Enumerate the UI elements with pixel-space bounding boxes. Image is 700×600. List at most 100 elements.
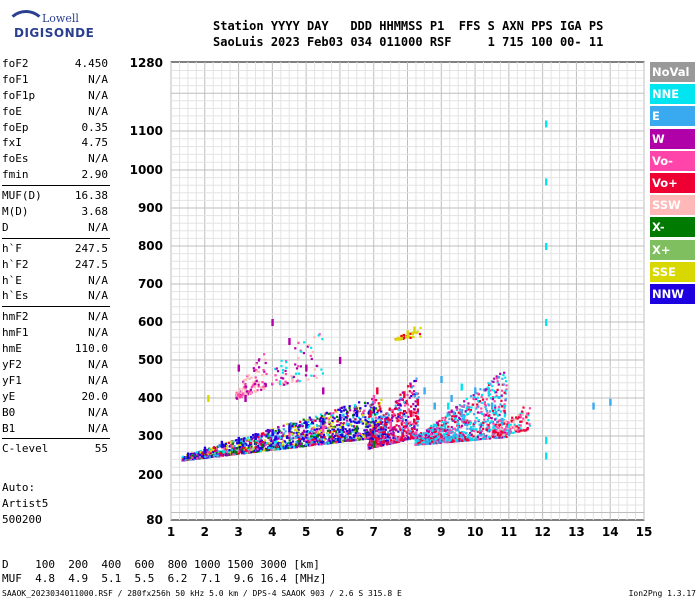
trace-point — [417, 442, 420, 445]
x-tick-label: 9 — [437, 525, 445, 539]
trace-point — [407, 429, 410, 432]
trace-point — [280, 376, 283, 380]
param-row: B1 N/A — [2, 421, 110, 437]
trace-point — [370, 444, 373, 447]
trace-point — [329, 412, 332, 415]
trace-point — [500, 425, 503, 428]
trace-point — [266, 434, 270, 438]
trace-point — [414, 411, 417, 415]
trace-point — [444, 429, 447, 432]
trace-point — [242, 379, 245, 382]
trace-point — [492, 433, 495, 437]
trace-point — [295, 367, 299, 370]
trace-point — [354, 421, 357, 424]
trace-point — [395, 407, 398, 410]
trace-point — [309, 354, 312, 357]
trace-point — [408, 410, 411, 413]
logo-arc-icon — [6, 10, 46, 46]
trace-point — [349, 432, 352, 435]
trace-point — [484, 420, 487, 423]
trace-point — [480, 410, 483, 414]
trace-point — [300, 433, 303, 436]
trace-point — [368, 435, 371, 438]
trace-point — [254, 439, 258, 442]
trace-point — [290, 431, 293, 434]
trace-point — [503, 371, 506, 374]
trace-point — [310, 432, 313, 435]
trace-point — [441, 416, 444, 420]
trace-point — [315, 376, 318, 379]
trace-point — [257, 381, 260, 384]
trace-point — [276, 435, 279, 438]
trace-point — [489, 397, 492, 400]
trace-point — [373, 427, 376, 430]
trace-point — [426, 438, 429, 441]
series-point — [338, 357, 342, 364]
trace-point — [435, 433, 439, 436]
trace-point — [393, 435, 397, 438]
trace-point — [476, 396, 479, 399]
trace-point — [493, 389, 496, 393]
trace-point — [338, 423, 341, 427]
trace-point — [352, 420, 355, 423]
series-point — [545, 319, 548, 326]
trace-point — [455, 433, 458, 437]
trace-point — [521, 413, 524, 416]
trace-point — [385, 416, 388, 420]
trace-point — [490, 417, 493, 420]
trace-point — [309, 437, 312, 441]
trace-point — [289, 443, 292, 446]
trace-point — [333, 434, 336, 438]
trace-point — [387, 442, 390, 445]
trace-point — [359, 434, 363, 438]
trace-point — [442, 439, 445, 442]
trace-point — [252, 433, 255, 437]
trace-point — [215, 451, 218, 454]
trace-point — [354, 427, 357, 430]
trace-point — [379, 415, 382, 418]
trace-point — [236, 393, 240, 396]
trace-point — [284, 430, 287, 433]
trace-point — [215, 450, 218, 453]
param-value: N/A — [88, 310, 108, 324]
auto-scaling-info: Auto: Artist5 500200 — [2, 480, 48, 528]
trace-point — [488, 421, 492, 425]
trace-point — [450, 435, 453, 439]
trace-point — [231, 442, 234, 445]
trace-point — [244, 385, 248, 388]
trace-point — [301, 431, 304, 434]
trace-point — [415, 377, 418, 380]
trace-point — [384, 436, 387, 439]
trace-point — [347, 424, 350, 427]
trace-point — [331, 432, 334, 435]
trace-point — [311, 420, 314, 423]
param-row: h`F2 247.5 — [2, 257, 110, 273]
trace-point — [496, 433, 499, 437]
trace-point — [243, 447, 246, 450]
trace-point — [500, 430, 503, 433]
trace-point — [466, 419, 469, 422]
trace-point — [405, 434, 408, 437]
trace-point — [493, 396, 496, 399]
trace-point — [501, 377, 504, 380]
trace-point — [336, 433, 339, 436]
trace-point — [472, 427, 475, 430]
trace-point — [364, 433, 368, 436]
trace-point — [379, 419, 383, 422]
trace-point — [264, 361, 267, 365]
trace-point — [325, 417, 328, 420]
trace-point — [265, 435, 268, 438]
trace-point — [212, 450, 215, 454]
trace-point — [503, 435, 506, 438]
x-tick-label: 14 — [602, 525, 619, 539]
trace-point — [265, 372, 268, 376]
trace-point — [445, 422, 448, 425]
trace-point — [489, 383, 492, 386]
trace-point — [335, 424, 339, 427]
param-name: foEs — [2, 152, 29, 166]
trace-point — [449, 438, 453, 441]
trace-point — [316, 434, 319, 437]
trace-point — [329, 416, 332, 419]
trace-point — [453, 427, 456, 430]
trace-point — [391, 408, 395, 412]
